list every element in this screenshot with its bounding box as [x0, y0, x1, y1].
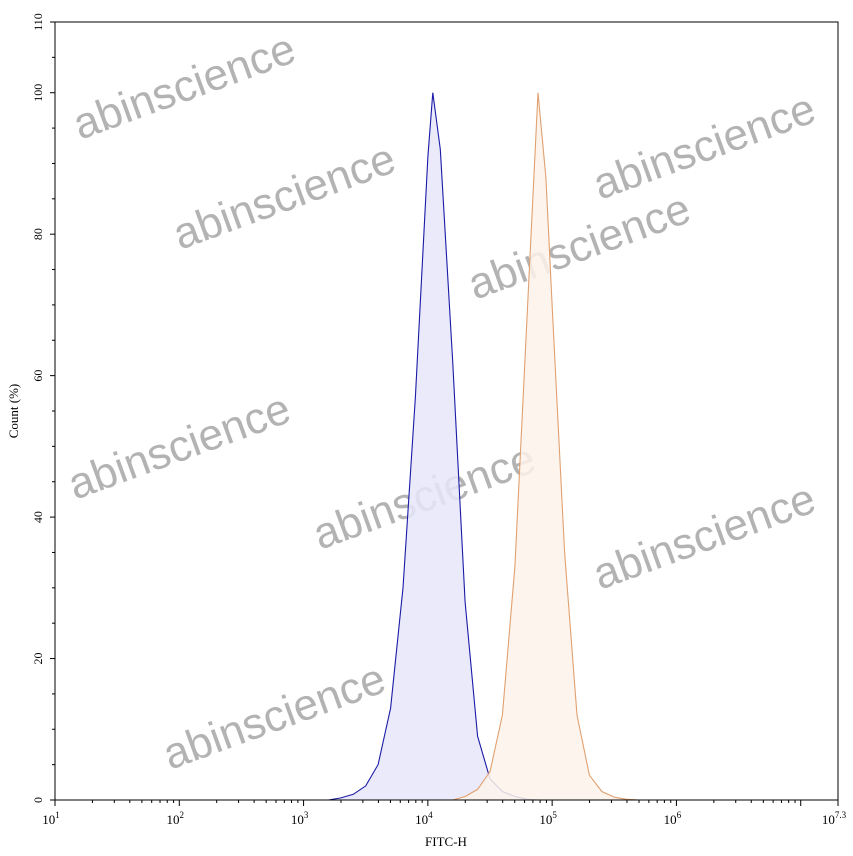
watermark-text: abinscience	[157, 654, 392, 780]
y-tick-label: 20	[31, 653, 45, 665]
watermark-text: abinscience	[62, 384, 297, 510]
x-tick-label: 101	[42, 810, 60, 827]
x-tick-label: 106	[664, 810, 682, 827]
x-tick-label: 104	[415, 810, 433, 827]
x-axis: 101 102 103 104 105 106 107.3	[42, 800, 847, 827]
y-tick-label: 110	[31, 13, 45, 31]
x-tick-label: 103	[291, 810, 309, 827]
y-axis-label: Count (%)	[6, 384, 21, 439]
watermark-text: abinscience	[167, 134, 402, 260]
watermark-text: abinscience	[67, 24, 302, 150]
y-axis: 0 20 40 60 80 100 110	[31, 13, 55, 803]
y-tick-label: 40	[31, 511, 45, 523]
series-0-fill	[328, 92, 540, 800]
x-tick-label: 105	[539, 810, 557, 827]
watermark-text: abinscience	[462, 184, 697, 310]
series-group	[328, 92, 640, 801]
y-tick-label: 0	[31, 797, 45, 803]
x-axis-label: FITC-H	[425, 834, 467, 849]
y-tick-label: 60	[31, 370, 45, 382]
series-1-line	[452, 92, 640, 801]
y-tick-label: 80	[31, 228, 45, 240]
x-tick-label: 102	[167, 810, 185, 827]
watermark-text: abinscience	[587, 474, 822, 600]
y-tick-label: 100	[31, 84, 45, 102]
watermark-text: abinscience	[587, 84, 822, 210]
series-1-fill	[452, 92, 640, 800]
x-tick-label: 107.3	[822, 810, 847, 827]
